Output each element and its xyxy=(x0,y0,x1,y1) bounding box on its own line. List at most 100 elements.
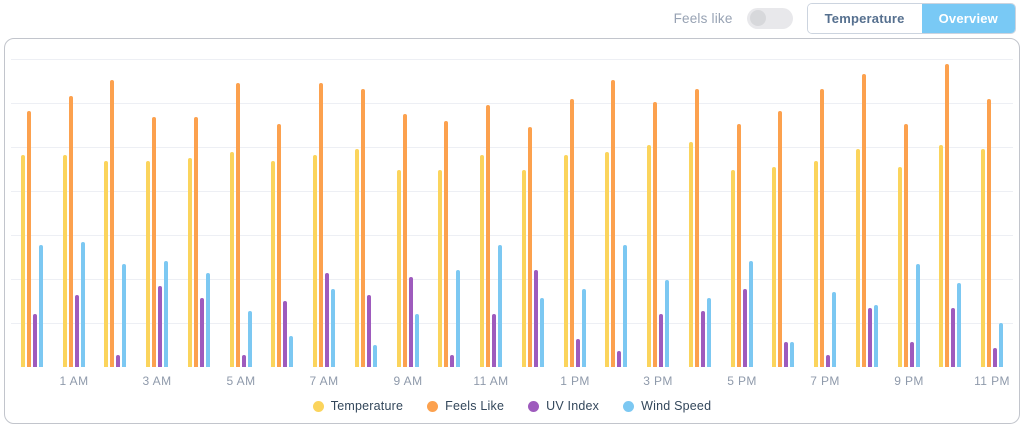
legend-item-temperature[interactable]: Temperature xyxy=(312,399,403,413)
bar-feels-like-8am[interactable] xyxy=(361,89,365,367)
bar-temperature-3am[interactable] xyxy=(146,161,150,367)
bar-temperature-2am[interactable] xyxy=(104,161,108,367)
bar-uv-index-2am[interactable] xyxy=(116,355,120,367)
bar-feels-like-2pm[interactable] xyxy=(611,80,615,367)
bar-temperature-11pm[interactable] xyxy=(981,149,985,367)
bar-temperature-1am[interactable] xyxy=(63,155,67,367)
bar-temperature-11am[interactable] xyxy=(480,155,484,367)
legend-item-feels-like[interactable]: Feels Like xyxy=(427,399,504,413)
bar-uv-index-1pm[interactable] xyxy=(576,339,580,367)
bar-wind-speed-12pm[interactable] xyxy=(540,298,544,367)
bar-temperature-8am[interactable] xyxy=(355,149,359,367)
bar-uv-index-10am[interactable] xyxy=(450,355,454,367)
bar-uv-index-6pm[interactable] xyxy=(784,342,788,367)
bar-feels-like-11am[interactable] xyxy=(486,105,490,367)
bar-wind-speed-7am[interactable] xyxy=(331,289,335,367)
bar-temperature-12am[interactable] xyxy=(21,155,25,367)
bar-uv-index-2pm[interactable] xyxy=(617,351,621,367)
bar-uv-index-4pm[interactable] xyxy=(701,311,705,367)
bar-wind-speed-11am[interactable] xyxy=(498,245,502,367)
bar-feels-like-10am[interactable] xyxy=(444,121,448,367)
bar-uv-index-11pm[interactable] xyxy=(993,348,997,367)
bar-feels-like-7am[interactable] xyxy=(319,83,323,367)
bar-temperature-7pm[interactable] xyxy=(814,161,818,367)
bar-uv-index-11am[interactable] xyxy=(492,314,496,367)
legend-item-wind-speed[interactable]: Wind Speed xyxy=(623,399,711,413)
bar-temperature-6am[interactable] xyxy=(271,161,275,367)
bar-wind-speed-6pm[interactable] xyxy=(790,342,794,367)
bar-uv-index-12pm[interactable] xyxy=(534,270,538,367)
bar-uv-index-9am[interactable] xyxy=(409,277,413,367)
bar-temperature-5am[interactable] xyxy=(230,152,234,367)
bar-wind-speed-3pm[interactable] xyxy=(665,280,669,367)
bar-feels-like-3pm[interactable] xyxy=(653,102,657,367)
view-tab-temperature[interactable]: Temperature xyxy=(807,3,922,33)
bar-feels-like-12pm[interactable] xyxy=(528,127,532,367)
bar-feels-like-12am[interactable] xyxy=(27,111,31,367)
bar-wind-speed-8pm[interactable] xyxy=(874,305,878,367)
bar-temperature-4am[interactable] xyxy=(188,158,192,367)
bar-wind-speed-2pm[interactable] xyxy=(623,245,627,367)
view-tab-overview[interactable]: Overview xyxy=(921,3,1015,33)
bar-feels-like-11pm[interactable] xyxy=(987,99,991,367)
bar-temperature-6pm[interactable] xyxy=(772,167,776,367)
bar-uv-index-10pm[interactable] xyxy=(951,308,955,367)
bar-feels-like-8pm[interactable] xyxy=(862,74,866,367)
bar-uv-index-1am[interactable] xyxy=(75,295,79,367)
bar-temperature-10am[interactable] xyxy=(438,170,442,367)
bar-feels-like-10pm[interactable] xyxy=(945,64,949,367)
bar-feels-like-3am[interactable] xyxy=(152,117,156,367)
bar-wind-speed-5am[interactable] xyxy=(248,311,252,367)
bar-uv-index-6am[interactable] xyxy=(283,301,287,367)
bar-feels-like-5am[interactable] xyxy=(236,83,240,367)
bar-temperature-1pm[interactable] xyxy=(564,155,568,367)
bar-uv-index-7pm[interactable] xyxy=(826,355,830,367)
bar-feels-like-1am[interactable] xyxy=(69,96,73,367)
bar-feels-like-7pm[interactable] xyxy=(820,89,824,367)
bar-uv-index-5am[interactable] xyxy=(242,355,246,367)
bar-feels-like-6pm[interactable] xyxy=(778,111,782,367)
bar-wind-speed-9pm[interactable] xyxy=(916,264,920,367)
feels-like-toggle[interactable] xyxy=(746,7,793,29)
bar-feels-like-2am[interactable] xyxy=(110,80,114,367)
bar-temperature-9pm[interactable] xyxy=(898,167,902,367)
bar-uv-index-9pm[interactable] xyxy=(910,342,914,367)
bar-wind-speed-2am[interactable] xyxy=(122,264,126,367)
bar-wind-speed-10pm[interactable] xyxy=(957,283,961,367)
bar-wind-speed-9am[interactable] xyxy=(415,314,419,367)
bar-uv-index-7am[interactable] xyxy=(325,273,329,367)
bar-wind-speed-10am[interactable] xyxy=(456,270,460,367)
bar-feels-like-1pm[interactable] xyxy=(570,99,574,367)
bar-temperature-5pm[interactable] xyxy=(731,170,735,367)
bar-uv-index-8pm[interactable] xyxy=(868,308,872,367)
bar-uv-index-3pm[interactable] xyxy=(659,314,663,367)
bar-feels-like-9pm[interactable] xyxy=(904,124,908,367)
bar-temperature-2pm[interactable] xyxy=(605,152,609,367)
legend-item-uv-index[interactable]: UV Index xyxy=(528,399,599,413)
bar-uv-index-3am[interactable] xyxy=(158,286,162,367)
bar-wind-speed-4pm[interactable] xyxy=(707,298,711,367)
bar-feels-like-6am[interactable] xyxy=(277,124,281,367)
bar-temperature-3pm[interactable] xyxy=(647,145,651,367)
bar-wind-speed-1am[interactable] xyxy=(81,242,85,367)
bar-temperature-8pm[interactable] xyxy=(856,149,860,367)
bar-temperature-4pm[interactable] xyxy=(689,142,693,367)
bar-wind-speed-4am[interactable] xyxy=(206,273,210,367)
bar-wind-speed-5pm[interactable] xyxy=(749,261,753,367)
bar-wind-speed-8am[interactable] xyxy=(373,345,377,367)
bar-wind-speed-7pm[interactable] xyxy=(832,292,836,367)
bar-uv-index-12am[interactable] xyxy=(33,314,37,367)
bar-temperature-12pm[interactable] xyxy=(522,170,526,367)
bar-temperature-7am[interactable] xyxy=(313,155,317,367)
bar-feels-like-4pm[interactable] xyxy=(695,89,699,367)
bar-feels-like-4am[interactable] xyxy=(194,117,198,367)
bar-temperature-9am[interactable] xyxy=(397,170,401,367)
bar-uv-index-5pm[interactable] xyxy=(743,289,747,367)
bar-feels-like-9am[interactable] xyxy=(403,114,407,367)
bar-uv-index-8am[interactable] xyxy=(367,295,371,367)
bar-temperature-10pm[interactable] xyxy=(939,145,943,367)
bar-wind-speed-11pm[interactable] xyxy=(999,323,1003,367)
bar-wind-speed-1pm[interactable] xyxy=(582,289,586,367)
bar-wind-speed-12am[interactable] xyxy=(39,245,43,367)
bar-wind-speed-3am[interactable] xyxy=(164,261,168,367)
